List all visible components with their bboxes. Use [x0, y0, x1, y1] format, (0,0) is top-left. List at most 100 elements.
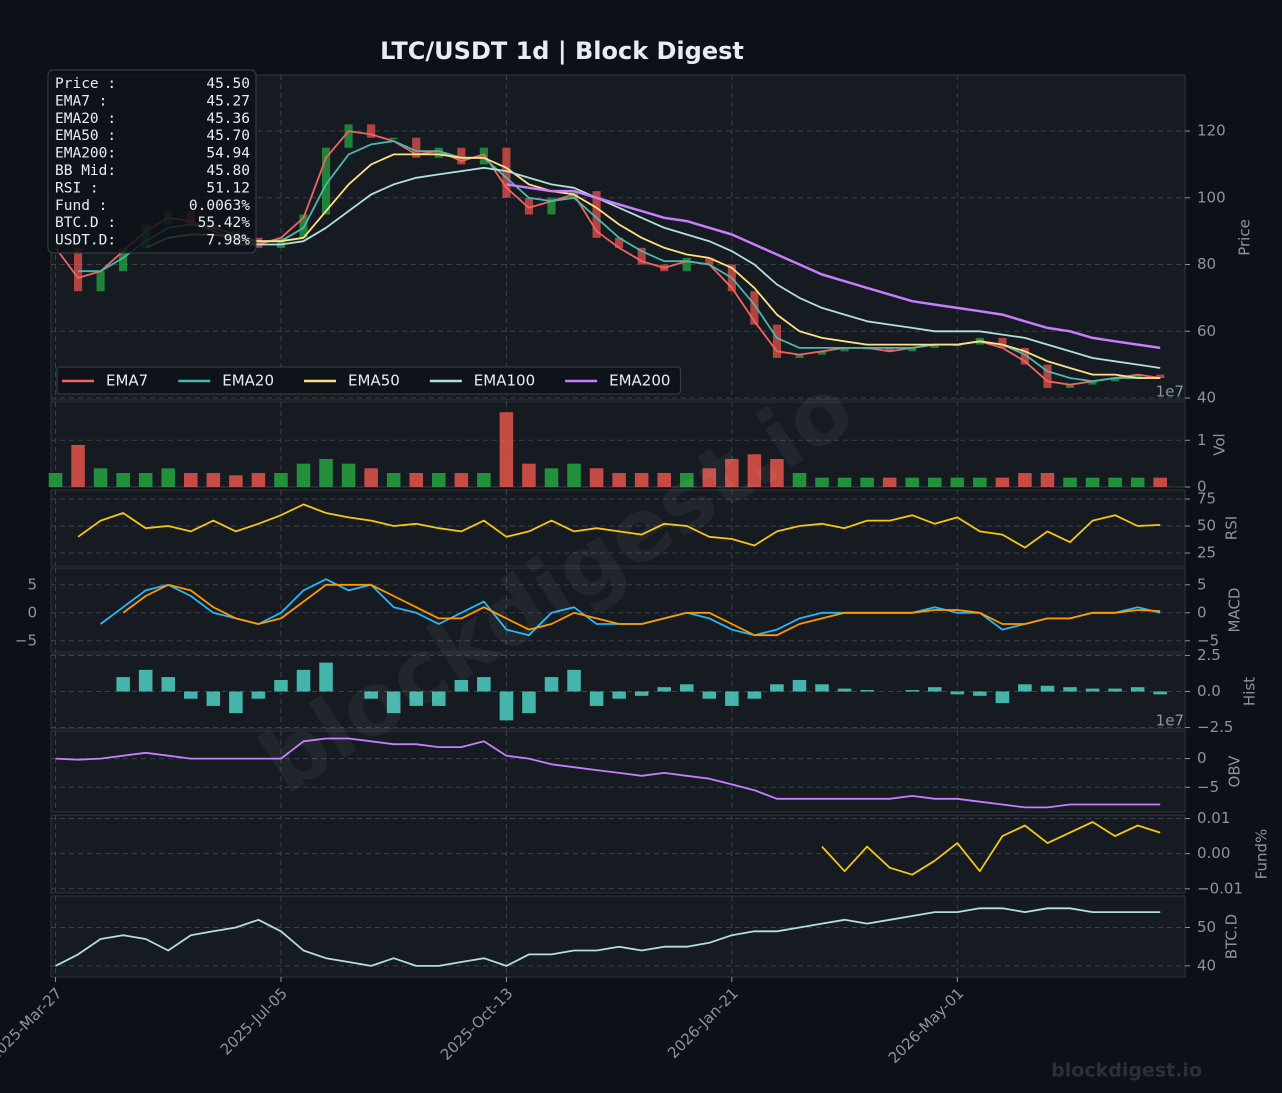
bar: [386, 691, 401, 714]
y-tick-label: 40: [1197, 388, 1216, 406]
candle: [276, 237, 286, 248]
bar: [1130, 687, 1145, 692]
bar: [296, 463, 311, 487]
bar: [905, 690, 919, 692]
bar: [544, 677, 559, 692]
y-tick-label: 1: [1197, 431, 1207, 449]
candle: [817, 351, 827, 355]
bar: [341, 463, 356, 487]
info-label: USDT.D:: [55, 233, 116, 249]
candle: [434, 147, 443, 158]
candle: [479, 147, 488, 165]
bar: [499, 691, 514, 721]
bar: [296, 669, 311, 692]
line: [122, 583, 1161, 637]
bar: [364, 468, 378, 487]
info-value: 7.98%: [206, 233, 250, 249]
candle: [1133, 374, 1142, 378]
bar: [679, 684, 694, 692]
candle: [795, 354, 804, 358]
y-tick-label: 0: [1197, 478, 1207, 496]
bar: [1040, 472, 1055, 487]
bar: [792, 472, 807, 487]
panel: 0.01 0.00 −0.01 Fund%: [50, 809, 1271, 897]
bar: [1130, 477, 1145, 487]
bar: [1108, 688, 1122, 692]
y-tick-label: 80: [1197, 255, 1216, 273]
panel-background: [50, 401, 1186, 488]
bar: [116, 472, 130, 487]
candle: [592, 191, 601, 238]
legend-label: EMA200: [609, 372, 670, 390]
panel: 0 1 Vol 1e7: [48, 383, 1229, 496]
candle: [502, 147, 511, 198]
y-tick-label: −5: [1197, 778, 1219, 796]
y-tick-label: 0.0: [1197, 682, 1221, 700]
bar: [499, 412, 514, 487]
bar: [432, 472, 446, 487]
bar: [184, 691, 198, 699]
legend-label: EMA100: [474, 372, 535, 390]
candle: [1088, 381, 1097, 385]
candle: [705, 257, 714, 265]
y-axis-label: Hist: [1241, 677, 1259, 706]
y-tick-label: 50: [1197, 918, 1216, 936]
panel: 25 50 75 RSI: [50, 489, 1241, 567]
bar: [905, 477, 919, 487]
info-box-frame: [47, 69, 257, 254]
bar: [702, 691, 717, 699]
info-value: 45.27: [206, 93, 250, 109]
y-axis-label: RSI: [1223, 516, 1241, 540]
line: [145, 153, 1161, 379]
y-tick-label: 75: [1197, 489, 1216, 507]
candle: [96, 271, 105, 292]
info-value: 45.80: [206, 163, 250, 179]
y-tick-label-left: −5: [15, 631, 37, 649]
y-tick-label-left: 0: [27, 603, 37, 621]
y-tick-label: 0.00: [1197, 844, 1230, 862]
bar: [1108, 477, 1122, 487]
candle: [1111, 377, 1120, 382]
candle: [682, 257, 691, 272]
info-label: EMA20 :: [55, 111, 116, 127]
candle: [840, 347, 849, 352]
info-label: BB Mid:: [55, 163, 116, 179]
legend-label: EMA20: [222, 372, 274, 390]
y-tick-label: −2.5: [1197, 718, 1233, 736]
info-box: Price : 45.50 EMA7 : 45.27 EMA20 : 45.36 EMA50…: [47, 69, 257, 254]
bar: [1153, 691, 1167, 695]
bar: [679, 472, 694, 487]
bar: [274, 472, 288, 487]
bar: [1018, 472, 1032, 487]
bar: [1040, 685, 1055, 692]
bar: [544, 468, 559, 487]
candle: [389, 137, 398, 140]
candle: [457, 147, 466, 165]
line: [235, 166, 1161, 369]
candle: [321, 147, 331, 215]
offset-label: 1e7: [1156, 712, 1184, 730]
candle: [637, 247, 646, 265]
panel: 0 −5 OBV 1e7: [50, 712, 1244, 813]
bar: [792, 679, 807, 692]
bar: [274, 679, 288, 692]
y-tick-label: −5: [1197, 631, 1219, 649]
legend: EMA7 EMA20 EMA50 EMA100 EMA200: [56, 366, 681, 395]
bar: [950, 477, 965, 487]
bar: [477, 472, 491, 487]
bar: [973, 691, 987, 696]
y-tick-label: 0: [1197, 603, 1207, 621]
bar: [837, 477, 852, 487]
bar: [454, 679, 469, 692]
candle: [73, 247, 83, 292]
bar: [229, 475, 243, 487]
line: [506, 183, 1161, 350]
bar: [251, 472, 266, 487]
bar: [1153, 477, 1167, 487]
legend-label: EMA7: [106, 372, 148, 390]
offset-label: 1e7: [1156, 383, 1184, 401]
bar: [612, 691, 626, 699]
footer: blockdigest.io: [1051, 1060, 1202, 1082]
candle: [524, 197, 534, 215]
